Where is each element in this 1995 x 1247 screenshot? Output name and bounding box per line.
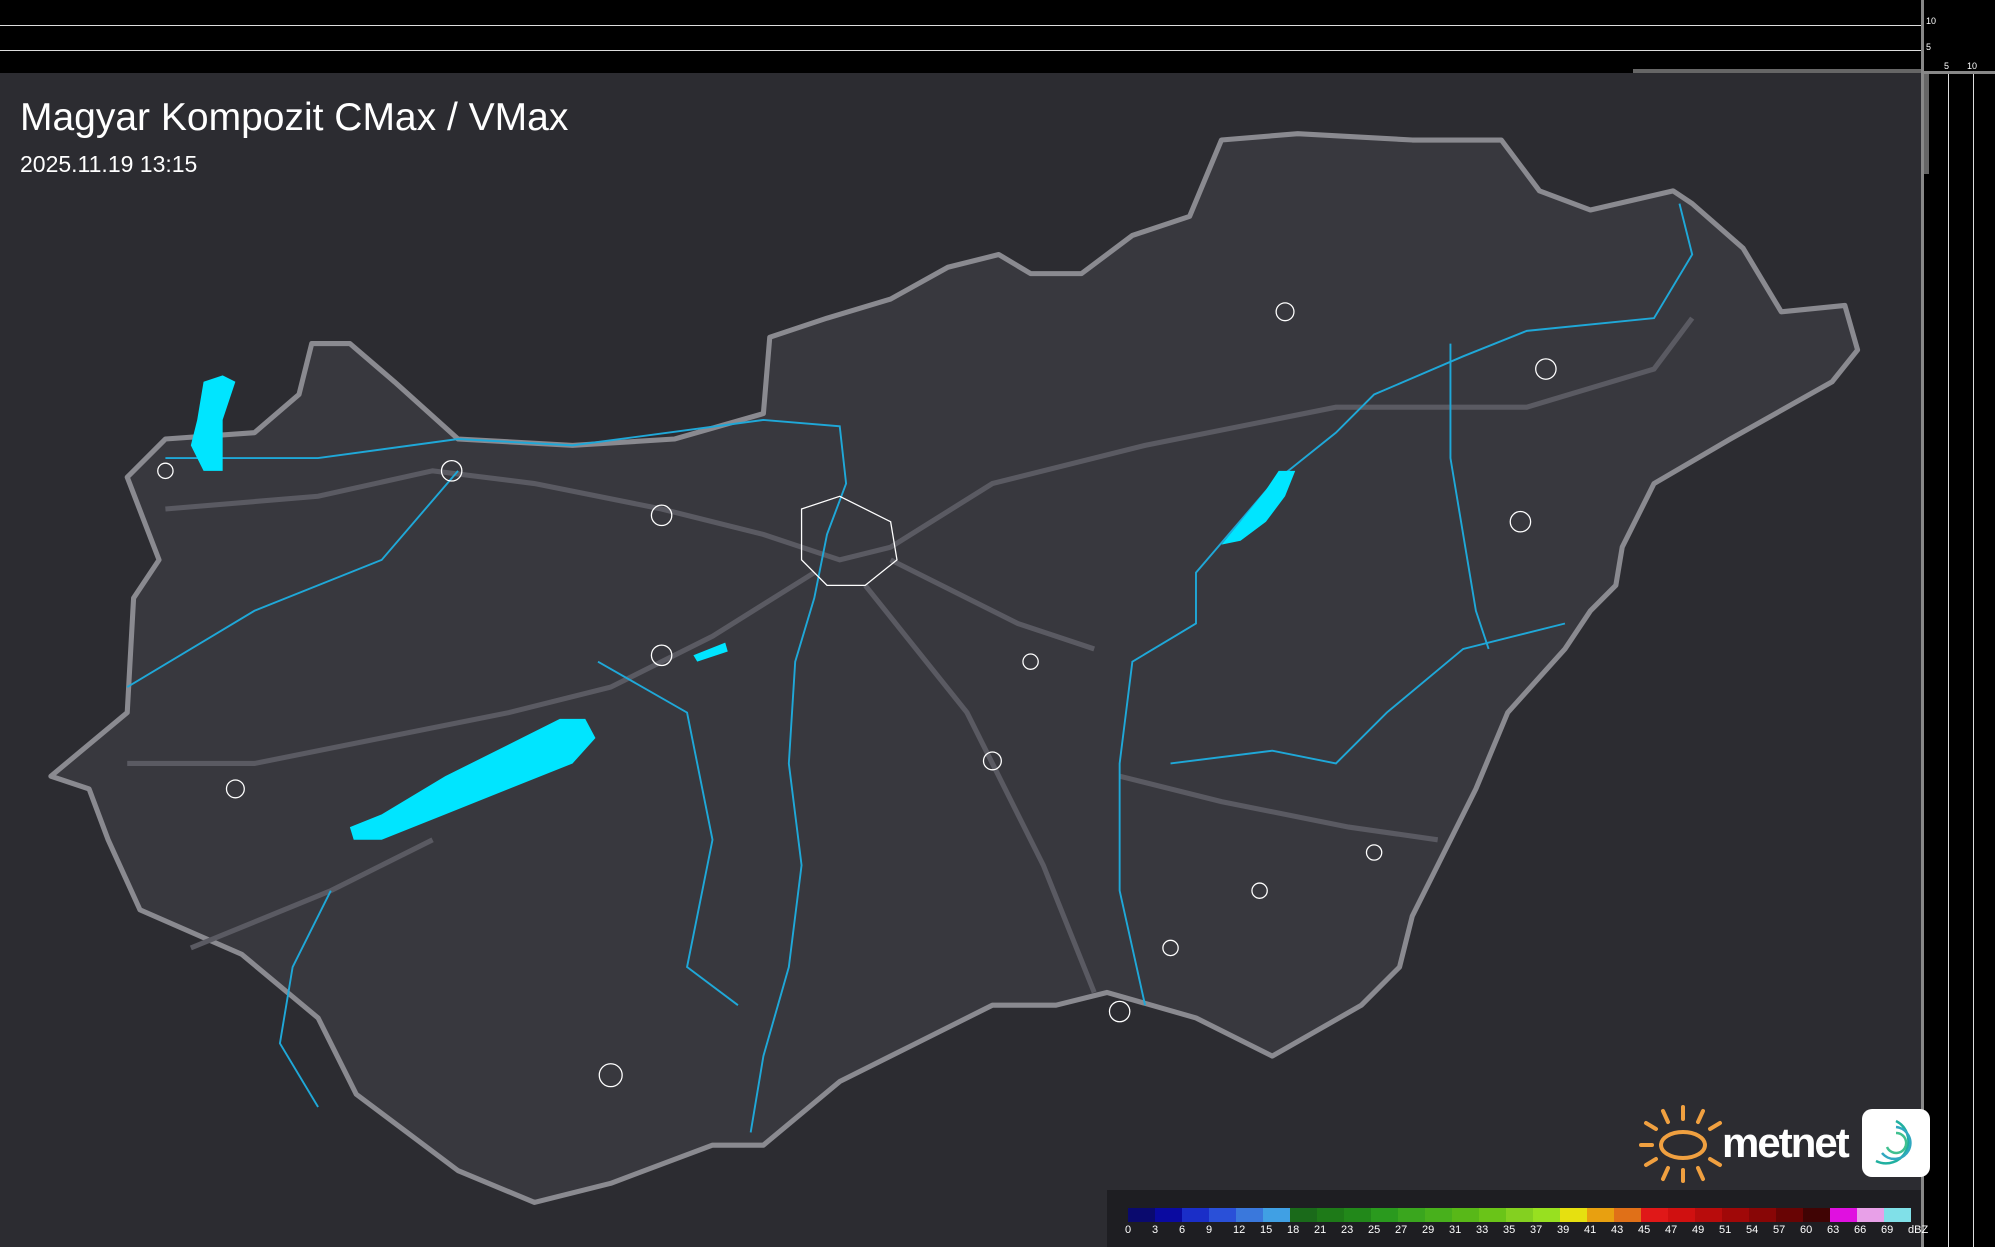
scale-line-10	[0, 25, 1921, 26]
legend-label: 37	[1530, 1224, 1543, 1236]
legend-swatch	[1776, 1208, 1803, 1222]
lake-balaton	[349, 718, 596, 840]
legend-label: 49	[1692, 1224, 1705, 1236]
legend-label: 15	[1260, 1224, 1273, 1236]
legend-label: 21	[1314, 1224, 1327, 1236]
legend-swatch	[1587, 1208, 1614, 1222]
legend-label: 23	[1341, 1224, 1354, 1236]
scale-label: 5	[1944, 61, 1950, 71]
legend-color-bar	[1128, 1208, 1911, 1222]
river-danube	[165, 418, 848, 1133]
legend-label: 39	[1557, 1224, 1570, 1236]
profile-bar	[1924, 74, 1929, 174]
legend-label: 43	[1611, 1224, 1624, 1236]
color-scale-legend: 0 3 6 9 12 15 18 21 23 25 27 29 31 33 35 37 39 41 43 45 47 49…	[1107, 1190, 1928, 1247]
map-canvas	[0, 73, 1921, 1247]
top-profile-panel	[0, 0, 1921, 73]
legend-label: 25	[1368, 1224, 1381, 1236]
legend-label: 51	[1719, 1224, 1732, 1236]
legend-label: 63	[1827, 1224, 1840, 1236]
radar-map[interactable]	[0, 73, 1921, 1247]
map-timestamp: 2025.11.19 13:15	[20, 151, 198, 177]
lake-ferto	[190, 375, 236, 471]
legend-swatch	[1263, 1208, 1290, 1222]
scale-label: 5	[1926, 42, 1932, 52]
legend-label: 12	[1233, 1224, 1246, 1236]
legend-label: 69	[1881, 1224, 1894, 1236]
scale-line-5-vertical	[1948, 73, 1949, 1247]
legend-swatch	[1344, 1208, 1371, 1222]
rivers	[126, 203, 1694, 1133]
legend-swatch	[1236, 1208, 1263, 1222]
legend-labels: 0 3 6 9 12 15 18 21 23 25 27 29 31 33 35 37 39 41 43 45 47 49…	[1125, 1224, 1938, 1236]
legend-swatch	[1479, 1208, 1506, 1222]
lakes	[190, 375, 1296, 840]
city-budapest	[800, 495, 898, 586]
legend-swatch	[1317, 1208, 1344, 1222]
legend-label: 18	[1287, 1224, 1300, 1236]
legend-swatch	[1830, 1208, 1857, 1222]
city-outlines	[157, 302, 1557, 1088]
lake-tisza	[1221, 470, 1296, 545]
legend-swatch	[1749, 1208, 1776, 1222]
map-title: Magyar Kompozit CMax / VMax	[20, 96, 569, 139]
legend-swatch	[1560, 1208, 1587, 1222]
app-icon	[1861, 1109, 1930, 1177]
legend-label: 45	[1638, 1224, 1651, 1236]
legend-swatch	[1668, 1208, 1695, 1222]
legend-swatch	[1182, 1208, 1209, 1222]
legend-swatch	[1452, 1208, 1479, 1222]
legend-label: 54	[1746, 1224, 1759, 1236]
legend-swatch	[1614, 1208, 1641, 1222]
legend-label: 60	[1800, 1224, 1813, 1236]
legend-label: 27	[1395, 1224, 1408, 1236]
sun-icon	[1639, 1105, 1722, 1183]
river-tisza	[1118, 203, 1694, 1006]
legend-swatch	[1857, 1208, 1884, 1222]
scale-label: 10	[1926, 16, 1937, 26]
legend-swatch	[1425, 1208, 1452, 1222]
legend-swatch	[1641, 1208, 1668, 1222]
legend-swatch	[1803, 1208, 1830, 1222]
right-profile-panel: 10 5 5 10	[1921, 0, 1995, 1247]
legend-label: 35	[1503, 1224, 1516, 1236]
legend-swatch	[1290, 1208, 1317, 1222]
legend-swatch	[1506, 1208, 1533, 1222]
scale-line-10-vertical	[1973, 73, 1974, 1247]
legend-label: 3	[1152, 1224, 1159, 1236]
legend-label: 29	[1422, 1224, 1435, 1236]
profile-bar	[1633, 69, 1921, 73]
roads	[127, 316, 1695, 994]
legend-label: 9	[1206, 1224, 1213, 1236]
logo-text: metnet	[1722, 1119, 1850, 1166]
legend-swatch	[1722, 1208, 1749, 1222]
legend-swatch	[1209, 1208, 1236, 1222]
legend-swatch	[1398, 1208, 1425, 1222]
metnet-logo: metnet	[1638, 1103, 1930, 1183]
legend-swatch	[1155, 1208, 1182, 1222]
divider	[1921, 71, 1995, 74]
spiral-icon	[1875, 1119, 1912, 1165]
legend-unit: dBZ	[1908, 1224, 1929, 1236]
legend-swatch	[1533, 1208, 1560, 1222]
legend-swatch	[1128, 1208, 1155, 1222]
legend-label: 41	[1584, 1224, 1597, 1236]
legend-label: 57	[1773, 1224, 1786, 1236]
legend-label: 0	[1125, 1224, 1132, 1236]
lake-velence	[693, 642, 728, 662]
legend-label: 33	[1476, 1224, 1489, 1236]
legend-label: 47	[1665, 1224, 1678, 1236]
legend-label: 31	[1449, 1224, 1462, 1236]
scale-label: 10	[1967, 61, 1978, 71]
legend-label: 66	[1854, 1224, 1867, 1236]
legend-label: 6	[1179, 1224, 1186, 1236]
legend-swatch	[1884, 1208, 1911, 1222]
legend-swatch	[1695, 1208, 1722, 1222]
legend-swatch	[1371, 1208, 1398, 1222]
scale-line-5	[0, 50, 1921, 51]
